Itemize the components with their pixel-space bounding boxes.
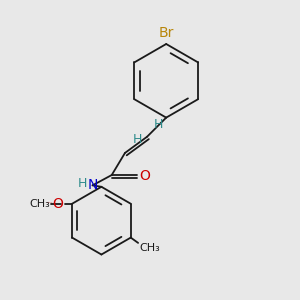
Text: N: N	[87, 178, 98, 192]
Text: O: O	[139, 169, 150, 184]
Text: CH₃: CH₃	[30, 199, 51, 209]
Text: methoxy: methoxy	[47, 202, 53, 203]
Text: Br: Br	[158, 26, 174, 40]
Text: H: H	[78, 177, 87, 190]
Text: CH₃: CH₃	[139, 244, 160, 254]
Text: H: H	[132, 134, 142, 146]
Text: O: O	[52, 197, 63, 211]
Text: H: H	[154, 118, 163, 131]
